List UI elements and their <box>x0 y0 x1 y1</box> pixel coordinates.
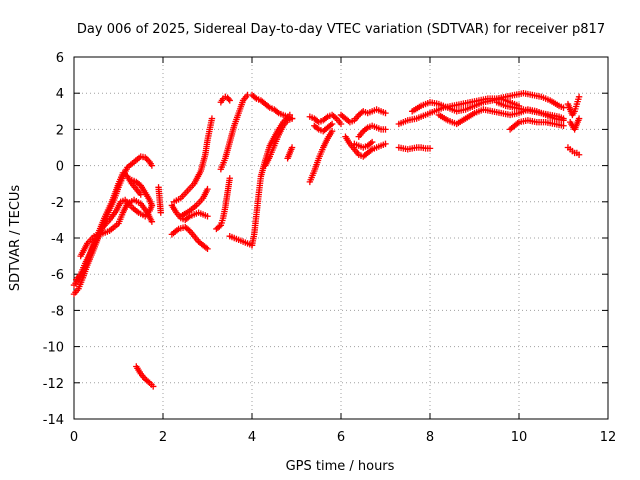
series-arc-10 <box>170 115 216 205</box>
data-layer <box>70 90 583 390</box>
data-point <box>157 209 164 216</box>
y-tick-label: -12 <box>43 377 64 392</box>
series-arc-13 <box>217 91 251 173</box>
data-point <box>327 121 334 129</box>
x-tick-label: 6 <box>337 430 345 445</box>
data-point <box>314 124 321 132</box>
data-point <box>204 185 211 193</box>
series-arc-25 <box>355 122 389 140</box>
series-arc-19 <box>284 144 296 162</box>
series-arc-5 <box>128 176 156 209</box>
data-point <box>144 378 152 385</box>
series-arc-17 <box>248 111 294 249</box>
series-arc-18 <box>262 115 296 169</box>
data-point <box>202 244 210 251</box>
series-arc-33 <box>564 93 583 119</box>
tick-layer: 0 2 4 6 8 10 12 -14 -12 -10 -8 -6 -4 -2 0 2 4 6 <box>43 51 617 445</box>
data-point <box>251 94 259 101</box>
series-arc-22 <box>311 120 336 135</box>
series-arc-23 <box>337 106 389 126</box>
data-point <box>208 115 216 122</box>
data-point <box>148 202 156 209</box>
series-arc-14 <box>217 93 233 106</box>
data-point <box>204 213 211 220</box>
y-tick-label: 6 <box>56 51 64 66</box>
series-arc-24 <box>342 133 389 160</box>
data-point <box>382 140 389 148</box>
series-arc-6 <box>133 363 157 390</box>
x-tick-label: 4 <box>248 430 256 445</box>
x-axis-label: GPS time / hours <box>286 459 395 474</box>
series-arc-27 <box>395 144 434 153</box>
y-axis-label: SDTVAR / TECUs <box>8 185 23 292</box>
data-point <box>575 115 583 122</box>
data-point <box>204 245 211 253</box>
series-arc-21 <box>306 111 345 128</box>
data-point <box>328 128 336 135</box>
data-point <box>575 93 583 101</box>
y-tick-label: -14 <box>43 413 64 428</box>
data-point <box>337 120 345 128</box>
data-point <box>328 120 336 128</box>
series-arc-15 <box>226 232 256 249</box>
y-tick-label: 0 <box>56 160 64 175</box>
data-point <box>185 214 192 221</box>
y-tick-label: -2 <box>51 196 64 211</box>
data-point <box>560 122 567 129</box>
data-point <box>225 95 232 103</box>
data-point <box>514 120 521 127</box>
data-point <box>137 191 144 198</box>
series-arc-8 <box>168 223 211 253</box>
data-point <box>367 140 374 147</box>
series-arc-34 <box>566 115 583 133</box>
data-point <box>288 144 296 151</box>
chart-title: Day 006 of 2025, Sidereal Day-to-day VTE… <box>77 22 605 37</box>
x-tick-label: 10 <box>511 430 528 445</box>
data-point <box>575 151 583 158</box>
grid-layer <box>74 57 608 419</box>
series-arc-35 <box>564 144 583 158</box>
series-arc-3 <box>73 196 156 283</box>
series-arc-7 <box>155 184 164 216</box>
data-point <box>274 108 281 116</box>
data-point <box>148 162 156 169</box>
y-tick-label: -8 <box>51 304 64 319</box>
y-tick-label: 2 <box>56 123 64 138</box>
series-arc-31 <box>493 99 567 122</box>
data-point <box>322 114 330 122</box>
data-point <box>363 125 370 132</box>
data-point <box>560 104 567 111</box>
data-point <box>185 226 192 233</box>
data-point <box>560 115 567 122</box>
y-tick-label: -4 <box>51 232 64 247</box>
series-arc-4 <box>77 196 156 260</box>
series-arc-32 <box>506 117 567 133</box>
data-point <box>150 383 157 390</box>
x-tick-label: 8 <box>426 430 434 445</box>
data-point <box>367 147 374 154</box>
series-arc-11 <box>177 185 211 220</box>
data-point <box>382 109 389 117</box>
data-point <box>331 114 339 121</box>
series-arc-20 <box>306 128 336 186</box>
data-point <box>426 145 434 152</box>
x-tick-label: 12 <box>600 430 617 445</box>
series-arc-26 <box>351 138 376 151</box>
data-point <box>216 223 223 230</box>
data-point <box>288 115 296 122</box>
series-arc-12 <box>213 175 233 233</box>
data-point <box>265 103 272 110</box>
y-tick-label: -6 <box>51 268 64 283</box>
data-point <box>226 97 233 104</box>
y-tick-label: 4 <box>56 87 64 102</box>
data-point <box>368 138 376 146</box>
x-tick-label: 0 <box>70 430 78 445</box>
x-tick-label: 2 <box>159 430 167 445</box>
y-tick-label: -10 <box>43 341 64 356</box>
data-point <box>226 175 233 182</box>
data-point <box>382 126 389 133</box>
data-point <box>148 218 156 225</box>
